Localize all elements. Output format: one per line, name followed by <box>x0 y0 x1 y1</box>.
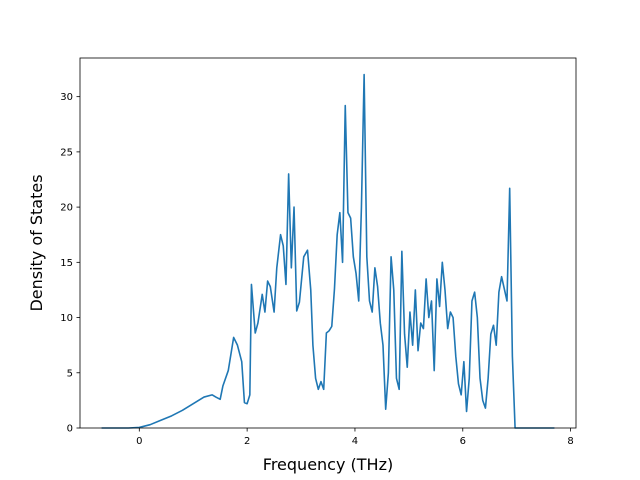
chart-marks <box>101 73 555 429</box>
x-axis-label: Frequency (THz) <box>263 455 393 474</box>
y-tick-label: 15 <box>60 258 73 269</box>
x-tick-label: 2 <box>244 436 250 447</box>
y-axis-label: Density of States <box>27 174 46 311</box>
chart-ticks: 0 2 4 6 8 0 5 10 15 20 25 30 <box>60 92 574 447</box>
y-tick-label: 10 <box>60 313 73 324</box>
y-tick-label: 5 <box>67 368 73 379</box>
y-tick-label: 25 <box>60 147 73 158</box>
y-tick-label: 0 <box>67 424 73 435</box>
y-tick-label: 30 <box>60 92 73 103</box>
x-tick-label: 8 <box>567 436 573 447</box>
x-tick-label: 6 <box>460 436 466 447</box>
dos-series-line <box>101 73 555 429</box>
x-tick-label: 4 <box>352 436 358 447</box>
y-tick-label: 20 <box>60 203 73 214</box>
x-tick-label: 0 <box>136 436 142 447</box>
plot-frame <box>79 57 577 429</box>
